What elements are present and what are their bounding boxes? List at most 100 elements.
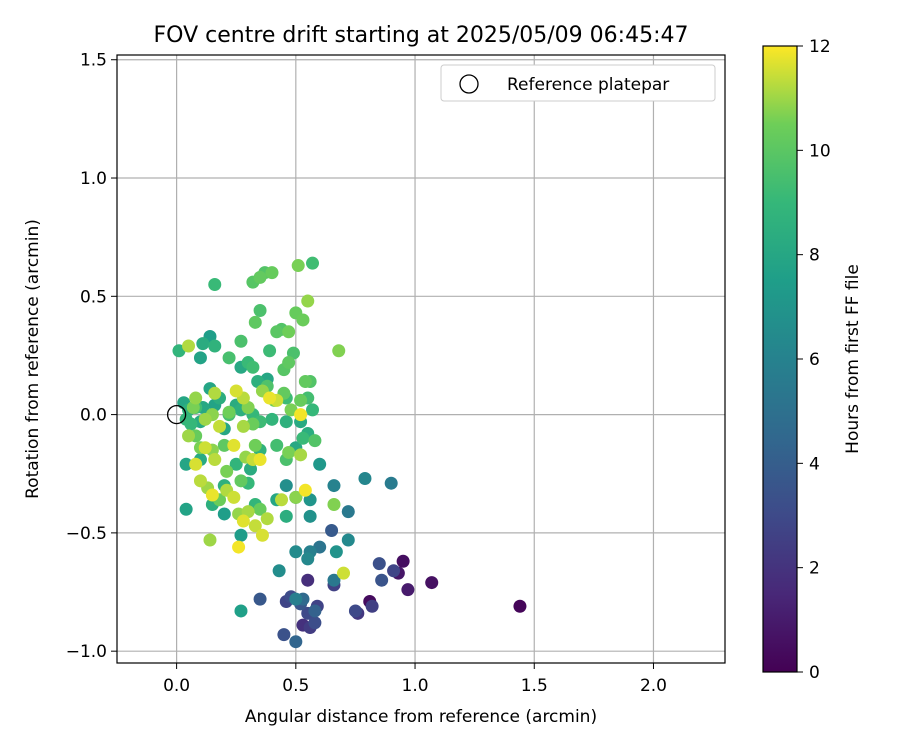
colorbar-tick-label: 2 [809, 559, 820, 579]
colorbar-tick-label: 12 [809, 37, 831, 57]
plot-frame [116, 54, 726, 664]
x-tick-label: 1.5 [521, 676, 548, 696]
data-point [270, 325, 284, 339]
y-axis-label: Rotation from reference (arcmin) [23, 219, 43, 499]
data-point [222, 405, 236, 419]
data-point [208, 386, 222, 400]
data-point [337, 566, 351, 580]
data-point [289, 592, 303, 606]
data-point [193, 474, 207, 488]
reference-marker [166, 404, 187, 425]
data-point [189, 391, 203, 405]
chart-title: FOV centre drift starting at 2025/05/09 … [154, 23, 689, 48]
data-point [248, 519, 262, 533]
data-point [308, 434, 322, 448]
data-point [425, 576, 439, 590]
data-point [184, 417, 198, 431]
data-point [396, 554, 410, 568]
data-point [265, 412, 279, 426]
data-point [282, 445, 296, 459]
data-point [341, 533, 355, 547]
y-tick-label: −1.0 [66, 642, 107, 662]
data-point [332, 344, 346, 358]
data-point [329, 545, 343, 559]
data-point [182, 429, 196, 443]
y-tick-label: 1.0 [80, 169, 107, 189]
data-point [303, 509, 317, 523]
data-point [301, 552, 315, 566]
data-point [294, 393, 308, 407]
data-point [232, 540, 246, 554]
data-point [263, 391, 277, 405]
data-point [253, 270, 267, 284]
colorbar-tick-label: 4 [809, 454, 820, 474]
data-point [234, 334, 248, 348]
data-point [189, 457, 203, 471]
data-point [289, 490, 303, 504]
data-point [246, 360, 260, 374]
legend: Reference platepar [440, 64, 716, 102]
colorbar-ticks: 0 2 4 6 8 10 12 [797, 37, 831, 683]
y-tick-label: 0.0 [80, 406, 107, 426]
data-point [253, 304, 267, 318]
colorbar: 0 2 4 6 8 10 12 Hours from first FF file [762, 37, 863, 683]
data-point [208, 453, 222, 467]
data-point [248, 438, 262, 452]
data-point [179, 457, 193, 471]
x-tick-label: 0.0 [163, 676, 190, 696]
data-point [279, 509, 293, 523]
data-point [313, 457, 327, 471]
data-point [236, 514, 250, 528]
colorbar-label: Hours from first FF file [843, 264, 863, 454]
y-tick-label: −0.5 [66, 524, 107, 544]
y-tick-label: 0.5 [80, 287, 107, 307]
x-tick-label: 1.0 [402, 676, 429, 696]
data-point [308, 616, 322, 630]
data-point [513, 599, 527, 613]
data-point [327, 497, 341, 511]
data-point [229, 457, 243, 471]
data-point [227, 490, 241, 504]
data-point [306, 403, 320, 417]
data-point [308, 604, 322, 618]
x-axis-ticks: 0.0 0.5 1.0 1.5 2.0 [163, 663, 667, 696]
data-point [282, 356, 296, 370]
data-point [208, 339, 222, 353]
colorbar-gradient [762, 45, 798, 673]
data-point [193, 351, 207, 365]
data-point [277, 628, 291, 642]
colorbar-tick-label: 10 [809, 141, 831, 161]
data-point [282, 325, 296, 339]
data-point [208, 277, 222, 291]
legend-box [440, 64, 716, 102]
data-point [375, 573, 389, 587]
data-point [222, 351, 236, 365]
data-point [294, 408, 308, 422]
data-point [301, 294, 315, 308]
data-point [384, 476, 398, 490]
colorbar-tick-label: 8 [809, 246, 820, 266]
data-point [260, 512, 274, 526]
x-tick-label: 0.5 [282, 676, 309, 696]
data-point [198, 412, 212, 426]
data-point [401, 583, 415, 597]
data-point [217, 438, 231, 452]
data-point [234, 604, 248, 618]
data-point [279, 415, 293, 429]
grid [117, 55, 725, 663]
data-point [203, 533, 217, 547]
colorbar-tick-label: 0 [809, 663, 820, 683]
data-point [179, 502, 193, 516]
data-point [236, 419, 250, 433]
y-tick-label: 1.5 [80, 51, 107, 71]
data-point [327, 573, 341, 587]
data-point [327, 479, 341, 493]
x-tick-label: 2.0 [640, 676, 667, 696]
data-point [227, 438, 241, 452]
data-point [265, 266, 279, 280]
data-points [172, 256, 527, 649]
data-point [182, 339, 196, 353]
legend-marker [459, 74, 479, 94]
data-point [248, 315, 262, 329]
